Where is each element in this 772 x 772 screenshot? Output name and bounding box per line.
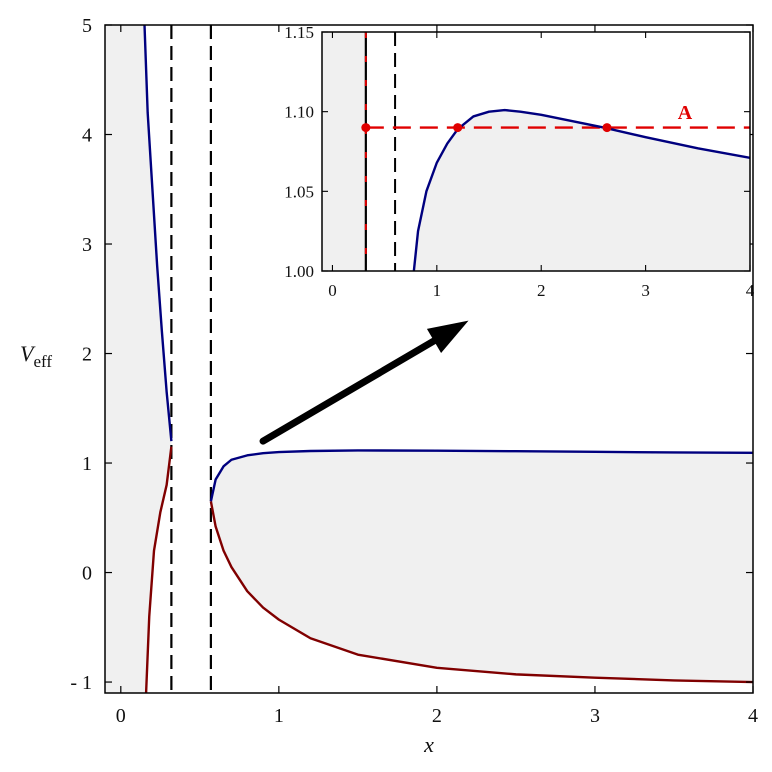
y-tick-label: - 1 <box>70 672 92 694</box>
y-tick-label: 4 <box>82 125 92 147</box>
y-tick-label: 5 <box>82 15 92 37</box>
y-tick-label: 3 <box>82 234 92 256</box>
main-ticks: 0 1 2 3 4 - 1 0 1 2 3 4 5 <box>70 15 758 727</box>
inset-plot-frame <box>321 31 751 272</box>
x-tick-label: 2 <box>432 705 442 727</box>
y-tick-label: 2 <box>82 344 92 366</box>
inset-ticks: 0 1 2 3 4 1.00 1.05 1.10 1.15 <box>284 23 755 300</box>
inset-y-tick-label: 1.05 <box>284 182 314 201</box>
inset-y-tick-label: 1.10 <box>284 103 314 122</box>
line-label-a: A <box>678 102 693 124</box>
y-tick-label: 1 <box>82 453 92 475</box>
main-shaded-regions <box>105 25 753 693</box>
inset-x-tick-label: 1 <box>433 281 442 300</box>
main-dashed-lines <box>170 25 212 693</box>
shaded-region-right <box>210 450 753 683</box>
arrow-shaft <box>259 337 438 445</box>
inset-series <box>412 108 750 271</box>
inset-x-tick-label: 0 <box>328 281 337 300</box>
main-plot-frame <box>104 24 754 694</box>
inset-series-line <box>412 108 750 271</box>
inset-shaded-regions <box>322 32 750 271</box>
shaded-region-left <box>105 25 172 693</box>
x-tick-label: 1 <box>274 705 284 727</box>
inset-shaded-left <box>322 32 366 271</box>
inset-shaded-under-curve <box>413 110 750 271</box>
main-series <box>143 25 753 693</box>
inset-x-tick-label: 3 <box>641 281 650 300</box>
arrow-head <box>426 320 469 353</box>
inset-point-1 <box>361 123 371 133</box>
inset-x-tick-label: 4 <box>746 281 755 300</box>
series-line-3 <box>209 449 753 502</box>
x-axis-label: x <box>423 732 434 757</box>
main-plot: 0 1 2 3 4 - 1 0 1 2 3 4 5 x Veff <box>20 15 758 757</box>
y-tick-label: 0 <box>82 563 92 585</box>
inset-y-tick-label: 1.15 <box>284 23 314 42</box>
inset-point-3 <box>602 123 612 133</box>
zoom-arrow <box>259 320 469 445</box>
x-tick-label: 4 <box>748 705 758 727</box>
series-line-1 <box>143 25 173 442</box>
series-line-4 <box>209 501 753 684</box>
inset-y-tick-label: 1.00 <box>284 262 314 281</box>
inset-points <box>361 123 612 133</box>
inset-point-2 <box>453 123 463 133</box>
x-tick-label: 0 <box>116 705 126 727</box>
inset-x-tick-label: 2 <box>537 281 546 300</box>
inset-plot: 0 1 2 3 4 1.00 1.05 1.10 1.15 A <box>284 23 755 300</box>
inset-lines <box>364 32 750 271</box>
y-axis-label: Veff <box>20 341 52 371</box>
series-line-2 <box>144 446 173 693</box>
x-tick-label: 3 <box>590 705 600 727</box>
